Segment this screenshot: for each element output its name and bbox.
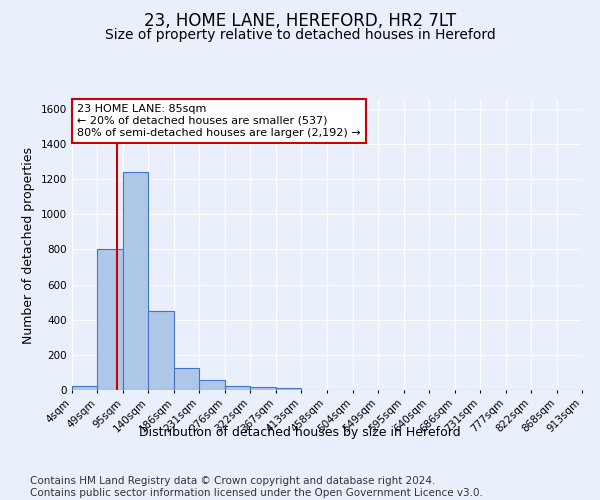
Bar xyxy=(97,250,123,390)
Bar xyxy=(224,386,250,390)
Bar xyxy=(148,311,174,390)
Bar xyxy=(72,386,97,390)
Bar xyxy=(123,172,148,390)
Text: Contains HM Land Registry data © Crown copyright and database right 2024.
Contai: Contains HM Land Registry data © Crown c… xyxy=(30,476,483,498)
Text: Distribution of detached houses by size in Hereford: Distribution of detached houses by size … xyxy=(139,426,461,439)
Text: 23, HOME LANE, HEREFORD, HR2 7LT: 23, HOME LANE, HEREFORD, HR2 7LT xyxy=(144,12,456,30)
Bar xyxy=(250,388,275,390)
Text: Size of property relative to detached houses in Hereford: Size of property relative to detached ho… xyxy=(104,28,496,42)
Bar xyxy=(199,380,224,390)
Bar xyxy=(174,368,199,390)
Bar xyxy=(275,388,301,390)
Y-axis label: Number of detached properties: Number of detached properties xyxy=(22,146,35,344)
Text: 23 HOME LANE: 85sqm
← 20% of detached houses are smaller (537)
80% of semi-detac: 23 HOME LANE: 85sqm ← 20% of detached ho… xyxy=(77,104,361,138)
